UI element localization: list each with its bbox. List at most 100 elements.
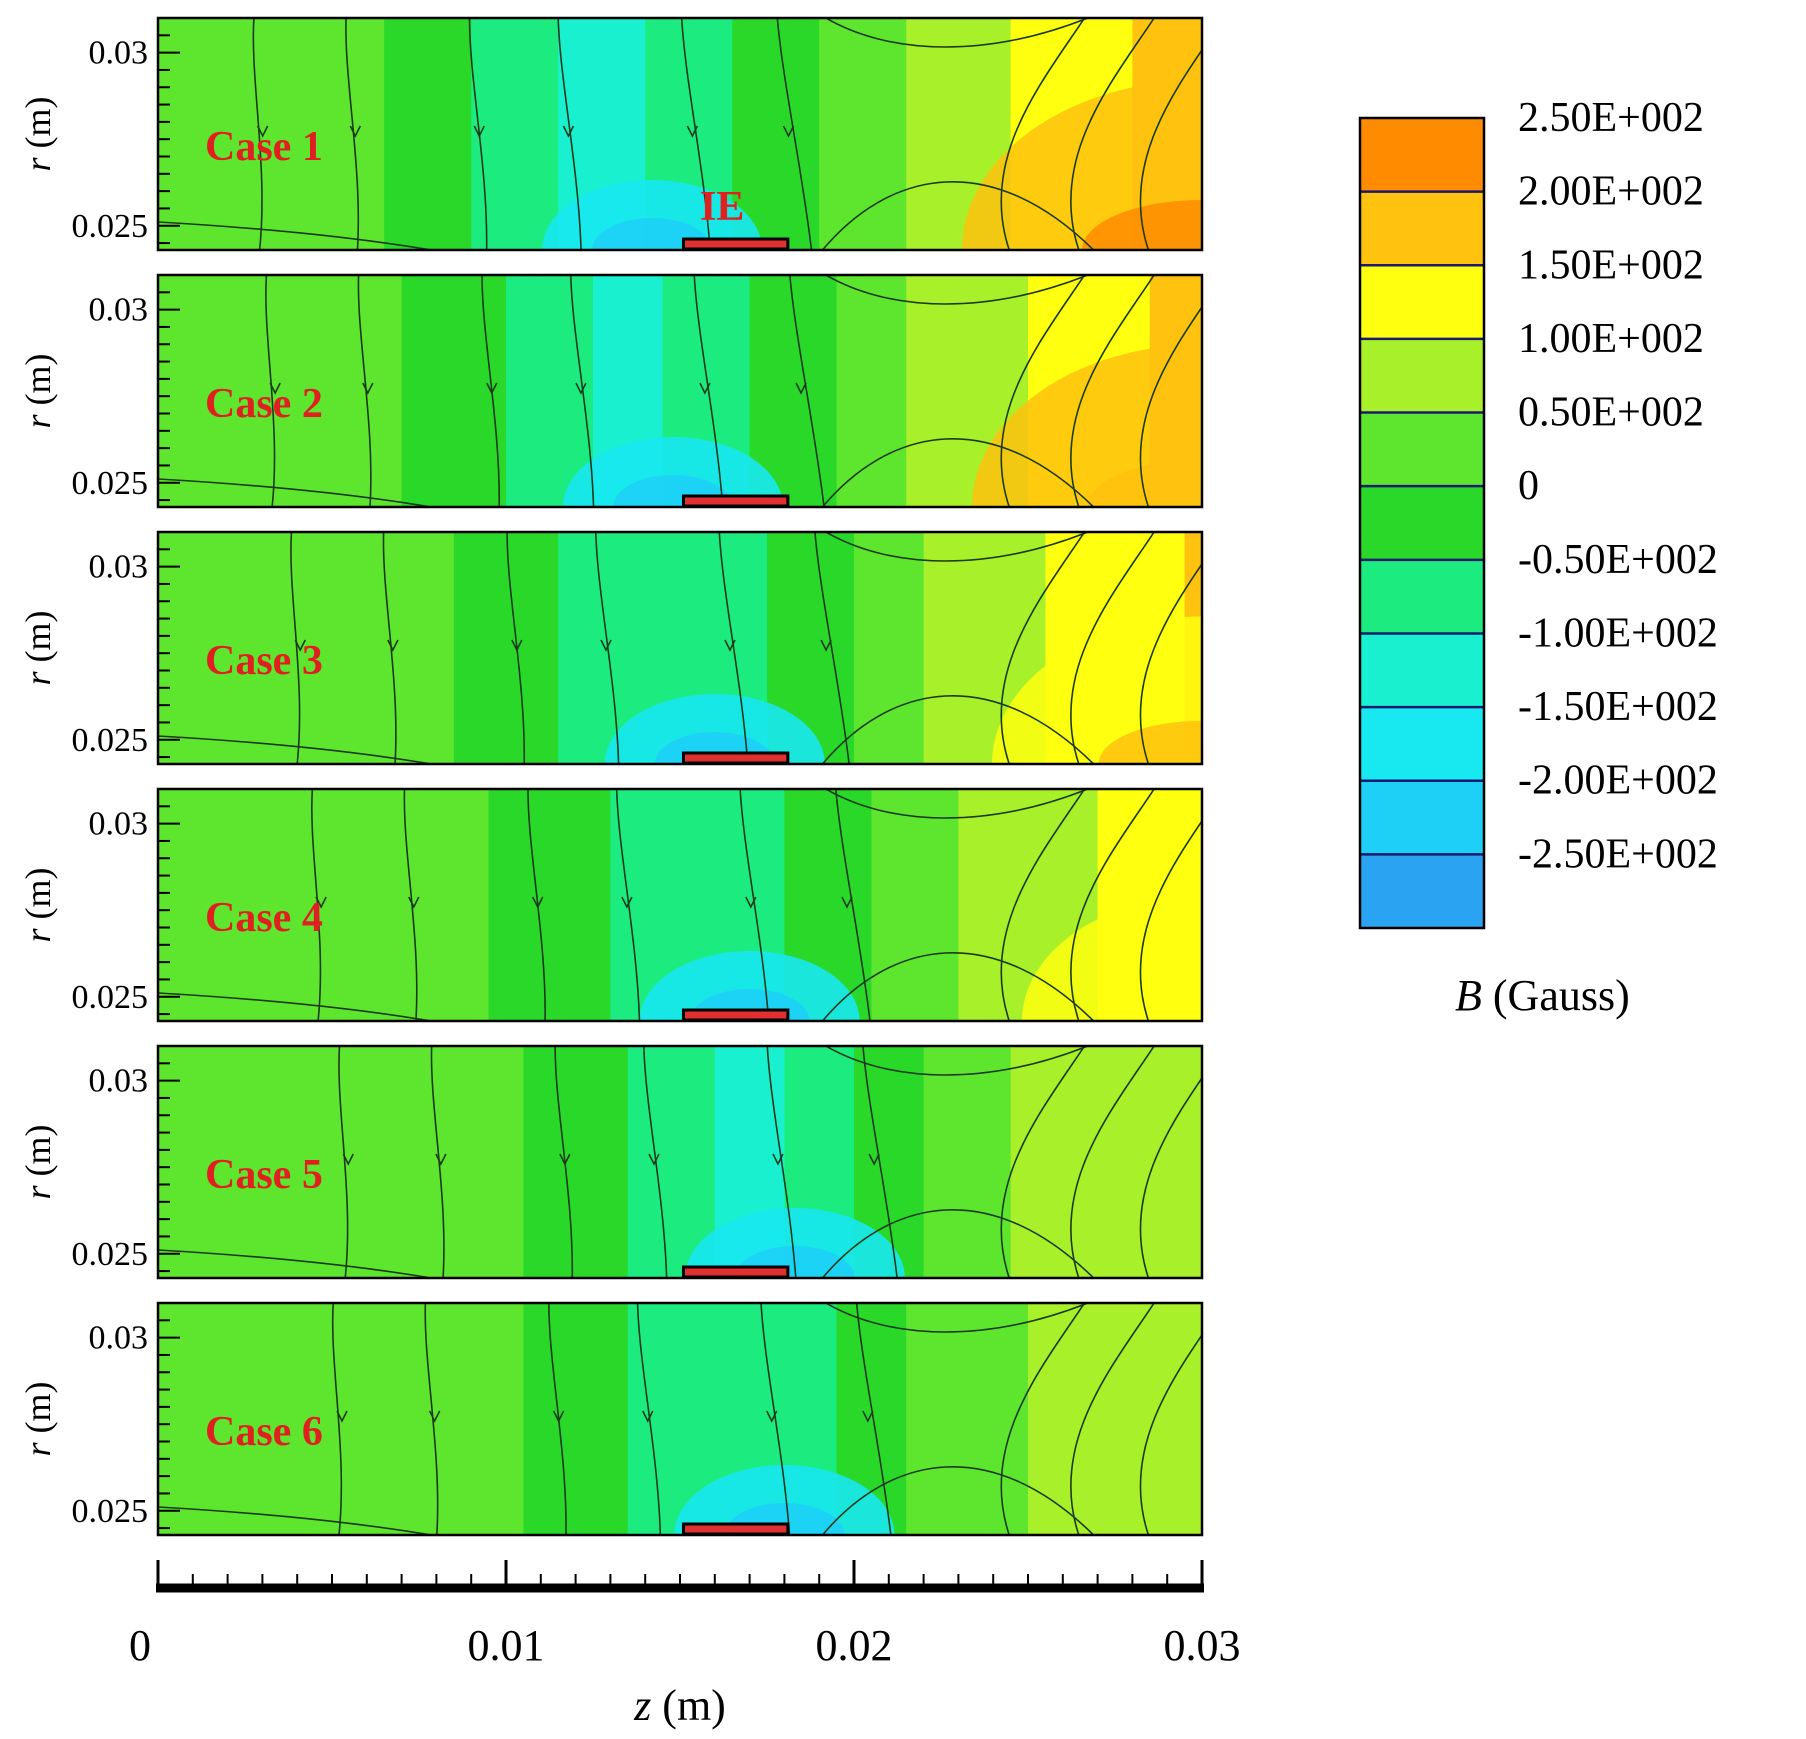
field-band (314, 1303, 333, 1535)
field-band (366, 532, 385, 764)
field-band (975, 1303, 994, 1535)
field-band (332, 18, 351, 250)
warm-core-inner (1087, 459, 1202, 507)
streamline-arrow (511, 639, 523, 652)
field-band (332, 275, 351, 507)
field-band (540, 1046, 559, 1278)
field-band (419, 789, 438, 1021)
streamline-arrow (648, 1153, 660, 1166)
y-tick-label: 0.025 (72, 979, 149, 1016)
field-band (801, 275, 820, 507)
field-band (662, 789, 681, 1021)
streamline (158, 478, 436, 507)
panel-frame (156, 1301, 1204, 1537)
field-band (923, 275, 942, 507)
field-band (192, 275, 211, 507)
streamline (311, 789, 322, 1021)
streamline (643, 1046, 668, 1278)
streamline-arrow (269, 382, 281, 395)
streamline-arrow (841, 896, 853, 909)
colorbar-swatch (1360, 854, 1484, 929)
field-band (419, 532, 438, 764)
streamlines (158, 532, 1202, 764)
y-axis-symbol: r (18, 148, 58, 171)
field-band (1062, 1046, 1081, 1278)
electrode (681, 1265, 790, 1279)
streamline-arrow (342, 1153, 354, 1166)
colorbar-swatch (1360, 338, 1484, 414)
field-band (871, 789, 890, 1021)
field-band (401, 18, 420, 250)
field-band (1080, 1046, 1099, 1278)
panel-case-4: 0.025 0.03 r (m) Case 4 (18, 787, 1204, 1023)
field-band (593, 789, 612, 1021)
field-band (958, 275, 977, 507)
field-band (1080, 1303, 1099, 1535)
panel-frame (156, 787, 1204, 1023)
colorbar-frame (1358, 116, 1486, 930)
field-band (941, 789, 960, 1021)
field-band (888, 1046, 907, 1278)
field-band (332, 532, 351, 764)
y-axis-symbol: r (18, 1433, 58, 1456)
y-tick-label: 0.025 (72, 722, 149, 759)
y-tick-label: 0.03 (89, 35, 149, 72)
colorbar-swatch (1360, 559, 1484, 634)
colorbar-label: 0.50E+002 (1518, 390, 1704, 436)
field-band (854, 1046, 873, 1278)
streamline-arrow (428, 1410, 441, 1423)
field-band (262, 532, 281, 764)
electrode-label: IE (700, 184, 744, 230)
streamline (554, 1046, 574, 1278)
streamline-arrow (362, 382, 374, 395)
panel-case-2: 0.025 0.03 r (m) Case 2 (18, 273, 1204, 509)
streamline-arrow (724, 639, 736, 652)
streamline (331, 1303, 343, 1535)
streamline (821, 1209, 1095, 1278)
field-band (558, 789, 577, 1021)
streamline-arrow (795, 382, 807, 395)
field-band (558, 1046, 577, 1278)
field-band (314, 1046, 333, 1278)
cold-core (684, 1208, 905, 1278)
streamlines (158, 789, 1202, 1021)
field-band (871, 1046, 890, 1278)
streamline (430, 1046, 445, 1278)
field-band (192, 1303, 211, 1535)
field-band (906, 1046, 925, 1278)
field-band (210, 1046, 229, 1278)
field-contour (158, 1046, 1202, 1278)
field-band (767, 18, 786, 250)
field-band (836, 18, 855, 250)
y-tick-label: 0.03 (89, 1063, 149, 1100)
field-band (279, 1303, 298, 1535)
field-band (627, 1303, 646, 1535)
warm-core-inner (1142, 1252, 1202, 1278)
streamline (265, 275, 276, 507)
field-band (854, 532, 873, 764)
y-axis-title: r (m) (18, 1125, 58, 1200)
field-band (488, 18, 507, 250)
field-band (575, 789, 594, 1021)
field-band (366, 789, 385, 1021)
field-band (1010, 1303, 1029, 1535)
field-band (384, 18, 403, 250)
field-band (436, 532, 455, 764)
streamline (1000, 789, 1086, 1021)
streamline (718, 532, 749, 764)
y-axis-title: r (m) (18, 97, 58, 172)
field-band (384, 789, 403, 1021)
field-contour (158, 789, 1202, 1021)
streamline-arrow (868, 1153, 880, 1166)
y-axis-title: r (m) (18, 611, 58, 686)
field-band (488, 1303, 507, 1535)
streamline (382, 532, 397, 764)
field-band (888, 789, 907, 1021)
panel-case-5: 0.025 0.03 r (m) Case 5 (18, 1044, 1204, 1280)
streamline (527, 789, 546, 1021)
cold-core (639, 951, 860, 1021)
streamline (481, 275, 501, 507)
streamline (821, 695, 1095, 764)
field-band (175, 1046, 194, 1278)
y-axis-title: r (m) (18, 354, 58, 429)
